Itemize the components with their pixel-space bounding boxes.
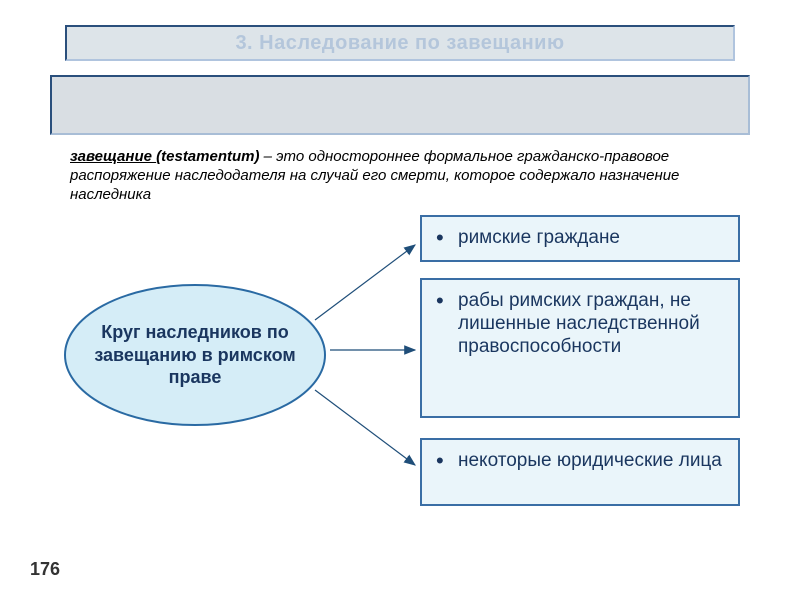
center-ellipse: Круг наследников по завещанию в римском … xyxy=(60,280,330,430)
heir-category-box: некоторые юридические лица xyxy=(420,438,740,506)
definition-text: завещание (testamentum) – это односторон… xyxy=(70,148,730,204)
heir-category-text: рабы римских граждан, не лишенные наслед… xyxy=(458,290,700,357)
definition-paren: (testamentum) xyxy=(156,148,259,165)
heir-category-box: рабы римских граждан, не лишенные наслед… xyxy=(420,278,740,418)
section-title-bar: 3. Наследование по завещанию xyxy=(65,25,735,61)
section-title: 3. Наследование по завещанию xyxy=(235,32,564,55)
definition-bar xyxy=(50,75,750,135)
ellipse-label: Круг наследников по завещанию в римском … xyxy=(60,321,330,389)
heir-category-text: римские граждане xyxy=(458,227,620,248)
heir-category-text: некоторые юридические лица xyxy=(458,450,722,471)
definition-term: завещание xyxy=(70,148,156,165)
heir-category-box: римские граждане xyxy=(420,215,740,262)
page-number: 176 xyxy=(30,559,60,580)
